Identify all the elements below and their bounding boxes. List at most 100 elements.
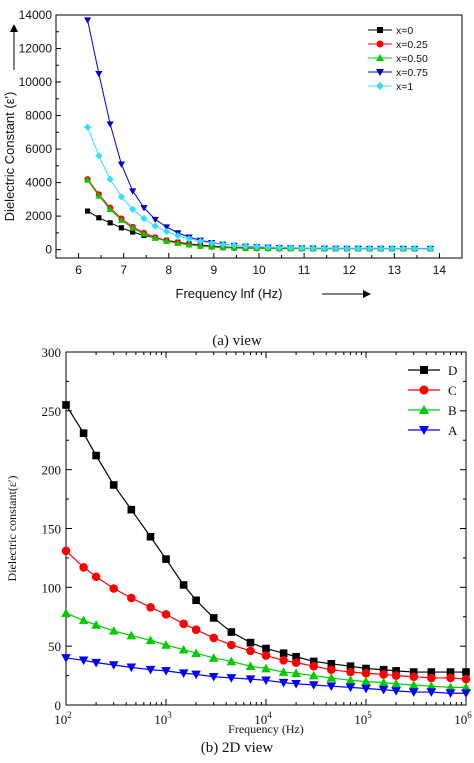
data-point-a xyxy=(219,240,227,249)
data-point-b xyxy=(362,664,370,673)
x-tick-label-a: 11 xyxy=(298,263,311,277)
data-point-b xyxy=(208,653,219,662)
data-point-b xyxy=(226,656,237,666)
y-tick-label-a: 2000 xyxy=(25,209,52,223)
data-point-b xyxy=(326,673,337,682)
data-point-b xyxy=(227,628,236,636)
data-point-b xyxy=(61,654,71,663)
data-point-a xyxy=(95,71,103,78)
y-tick-label-b: 50 xyxy=(48,639,61,654)
data-point-a xyxy=(96,215,102,221)
legend-marker-b xyxy=(420,366,428,374)
data-point-b xyxy=(262,644,270,653)
x-tick-label-b: 103 xyxy=(154,710,172,727)
data-point-b xyxy=(462,668,470,676)
data-point-b xyxy=(291,658,301,667)
data-point-b xyxy=(92,451,100,460)
y-tick-label-b: 0 xyxy=(55,698,62,713)
legend-marker-a xyxy=(376,40,384,48)
legend-label-a: x=0.50 xyxy=(396,53,428,65)
data-point-b xyxy=(179,619,188,629)
data-point-b xyxy=(445,682,456,692)
data-point-a xyxy=(140,215,148,223)
data-point-b xyxy=(446,673,455,683)
data-point-a xyxy=(83,123,92,131)
x-tick-label-a: 9 xyxy=(211,263,218,277)
data-point-b xyxy=(246,638,255,647)
data-point-a xyxy=(208,239,216,247)
y-tick-label-b: 100 xyxy=(42,580,62,595)
data-point-b xyxy=(409,668,418,676)
y-tick-label-a: 4000 xyxy=(25,176,52,190)
data-point-a xyxy=(106,205,114,212)
data-point-a xyxy=(162,227,171,236)
legend-marker-a xyxy=(376,54,384,61)
x-tick-exponent-b: 2 xyxy=(67,710,72,720)
legend-marker-a xyxy=(377,27,383,33)
legend-label-a: x=1 xyxy=(396,81,413,93)
x-tick-exponent-b: 3 xyxy=(167,710,172,720)
legend-marker-b xyxy=(419,405,429,414)
legend-label-b: D xyxy=(448,363,457,378)
data-point-b xyxy=(309,661,319,671)
data-point-b xyxy=(108,626,119,635)
data-point-b xyxy=(161,610,171,619)
data-point-b xyxy=(261,663,271,673)
data-point-b xyxy=(392,667,400,675)
data-point-b xyxy=(145,665,156,675)
data-point-b xyxy=(161,640,171,649)
series-a-2 xyxy=(83,176,435,252)
data-point-b xyxy=(279,649,288,658)
y-tick-label-b: 300 xyxy=(42,345,62,360)
data-point-b xyxy=(109,481,118,489)
legend-label-a: x=0 xyxy=(396,25,413,37)
series-a-3 xyxy=(83,17,435,253)
data-point-b xyxy=(426,688,437,697)
data-point-b xyxy=(408,680,419,689)
data-point-b xyxy=(361,676,371,686)
y-axis-label-b: Dielectric constant(ε′) xyxy=(5,476,19,582)
data-point-b xyxy=(127,593,136,603)
data-point-a xyxy=(174,232,182,240)
data-point-a xyxy=(83,176,92,183)
x-tick-label-a: 10 xyxy=(252,263,266,277)
data-point-b xyxy=(409,672,419,682)
x-tick-label-a: 6 xyxy=(75,263,82,277)
data-point-b xyxy=(62,401,70,409)
legend-marker-b xyxy=(419,426,429,435)
data-point-b xyxy=(326,682,337,691)
data-point-b xyxy=(379,665,388,674)
data-point-b xyxy=(91,658,101,668)
data-point-b xyxy=(246,646,255,656)
data-point-b xyxy=(278,667,289,676)
data-point-b xyxy=(361,668,371,678)
caption-a: (a) view xyxy=(212,333,262,349)
x-tick-label-a: 13 xyxy=(388,263,402,277)
data-point-a xyxy=(106,121,114,128)
data-point-a xyxy=(365,244,374,252)
data-point-b xyxy=(291,680,301,689)
data-point-b xyxy=(378,677,389,687)
legend-label-a: x=0.75 xyxy=(396,67,428,79)
data-point-b xyxy=(261,676,271,686)
data-point-a xyxy=(354,244,362,252)
data-point-b xyxy=(145,635,156,645)
data-point-b xyxy=(391,679,401,688)
y-tick-label-a: 8000 xyxy=(25,109,52,123)
data-point-a xyxy=(309,244,317,252)
x-tick-label-a: 7 xyxy=(120,263,127,277)
data-point-b xyxy=(126,630,137,640)
y-tick-label-a: 10000 xyxy=(19,75,53,89)
x-tick-label-a: 8 xyxy=(165,263,172,277)
data-point-b xyxy=(445,689,456,699)
series-line-b xyxy=(65,404,466,673)
data-point-a xyxy=(84,208,91,214)
data-point-b xyxy=(91,572,101,582)
data-point-a xyxy=(185,235,193,243)
data-point-b xyxy=(461,674,471,684)
data-point-b xyxy=(208,672,219,682)
data-point-a xyxy=(140,230,148,237)
data-point-a xyxy=(117,161,126,168)
legend-marker-b xyxy=(419,385,429,395)
